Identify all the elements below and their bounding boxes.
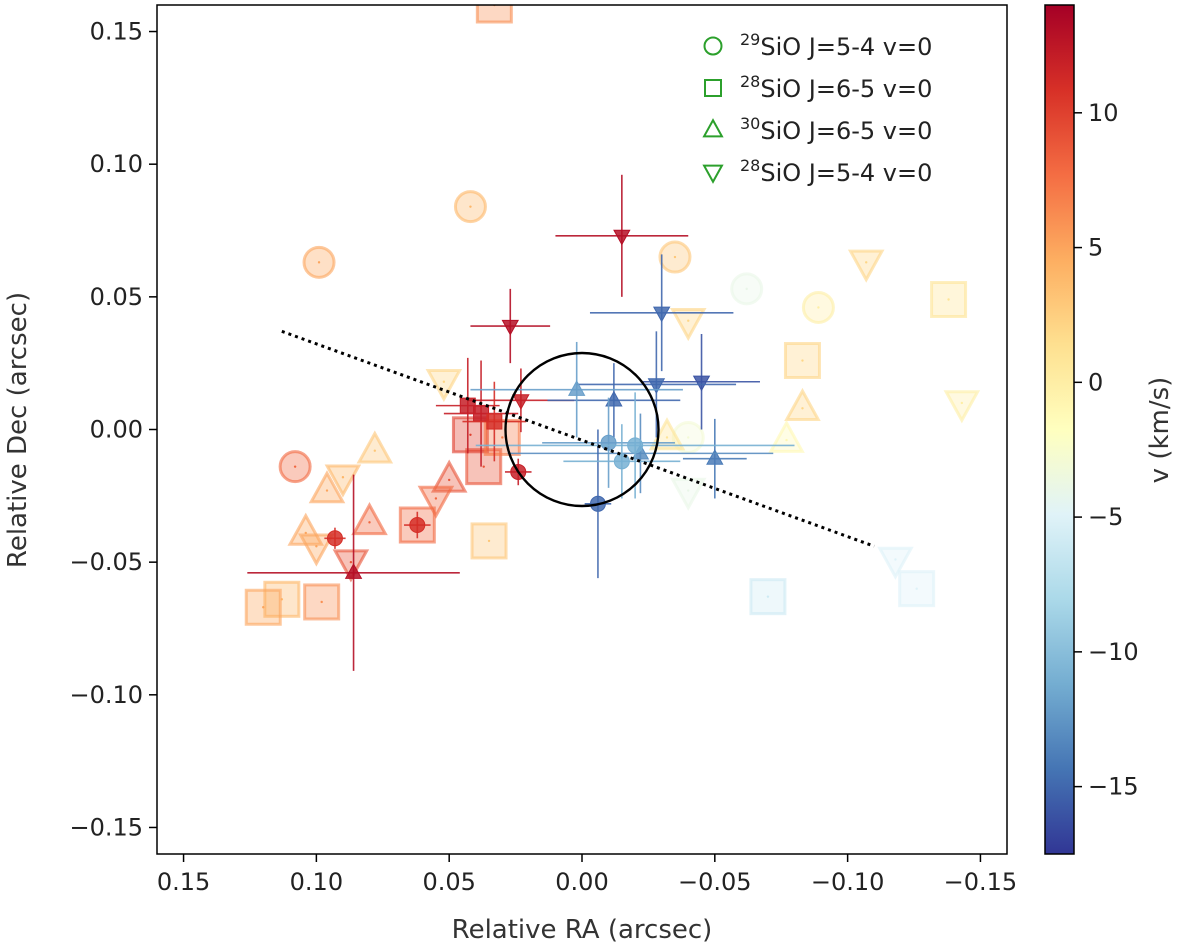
data-point-circle [801, 290, 835, 324]
x-tick-label: 0.05 [422, 868, 475, 896]
x-tick-label: 0.15 [157, 868, 210, 896]
error-bar-point-square [462, 381, 527, 462]
data-point-square [451, 416, 489, 454]
colorbar-tick-label: −15 [1088, 773, 1139, 801]
legend-label: 30SiO J=6-5 v=0 [740, 114, 932, 145]
y-axis-label: Relative Dec (arcsec) [3, 292, 33, 568]
center-circle [504, 351, 660, 508]
y-tick-label: −0.15 [69, 813, 143, 841]
y-tick-label: 0.05 [90, 283, 143, 311]
x-tick-label: 0.10 [290, 868, 343, 896]
y-tick-label: −0.05 [69, 548, 143, 576]
error-bar-point-circle [542, 397, 675, 488]
colorbar [1044, 4, 1075, 855]
error-bar-point-triangle-up [547, 363, 681, 438]
data-point-circle [658, 240, 692, 274]
x-tick-label: −0.10 [811, 868, 885, 896]
data-point-square [783, 342, 821, 380]
legend: 29SiO J=5-4 v=0 28SiO J=6-5 v=0 30SiO J=6-… [702, 30, 932, 187]
error-bar-point-triangle-down [576, 331, 737, 438]
data-point-triangle-down [425, 368, 463, 403]
legend-label: 28SiO J=5-4 v=0 [740, 156, 932, 187]
legend-entry: 30SiO J=6-5 v=0 [702, 114, 932, 145]
error-bar-point-triangle-up [247, 474, 460, 671]
data-point-square [244, 588, 282, 626]
y-axis: 0.15 0.10 0.05 0.00 −0.05 −0.10 −0.15 [69, 18, 157, 841]
x-tick-label: −0.15 [944, 868, 1018, 896]
colorbar-label: v (km/s) [1145, 377, 1175, 484]
data-point-square [303, 583, 341, 621]
error-bar-point-triangle-up [682, 418, 747, 499]
data-point-square [749, 578, 787, 616]
x-tick-label: 0.00 [555, 868, 608, 896]
plot-background [157, 5, 1007, 854]
legend-entry: 28SiO J=5-4 v=0 [702, 156, 932, 187]
data-point-circle [302, 245, 336, 279]
overlay-layer [281, 329, 875, 548]
legend-entry: 29SiO J=5-4 v=0 [703, 30, 932, 61]
y-tick-label: 0.00 [90, 416, 143, 444]
x-axis: 0.15 0.10 0.05 0.00 −0.05 −0.10 −0.15 [157, 854, 1017, 896]
data-point-triangle-up [768, 419, 805, 453]
error-bar-point-circle [404, 511, 431, 539]
data-point-triangle-down [324, 464, 362, 498]
error-bar-point-triangle-down [555, 174, 689, 297]
colorbar-ticks: 10 5 0 −5 −10 −15 [1074, 99, 1139, 801]
legend-label: 29SiO J=5-4 v=0 [740, 30, 932, 61]
error-bar-point-circle [475, 392, 795, 499]
data-point-square [898, 570, 936, 608]
data-point-triangle-up [351, 502, 388, 536]
data-point-square [930, 280, 968, 318]
x-axis-label: Relative RA (arcsec) [452, 915, 713, 945]
error-bar-point-triangle-down [470, 288, 551, 364]
data-point-square [263, 580, 301, 618]
data-point-triangle-up [784, 387, 821, 422]
data-point-triangle-up [356, 430, 394, 464]
data-point-triangle-down [943, 390, 981, 424]
data-point-circle [453, 190, 487, 224]
data-point-triangle-down [669, 477, 707, 511]
data-point-triangle-down [417, 485, 455, 519]
legend-label: 28SiO J=6-5 v=0 [740, 72, 932, 103]
y-tick-label: −0.10 [69, 681, 143, 709]
error-bar-point-triangle-down [589, 254, 734, 372]
legend-entry: 28SiO J=6-5 v=0 [704, 72, 932, 103]
colorbar-tick-label: 0 [1088, 368, 1103, 396]
x-tick-label: −0.05 [678, 868, 752, 896]
y-tick-label: 0.15 [90, 18, 143, 46]
y-tick-label: 0.10 [90, 150, 143, 178]
data-point-triangle-down [877, 546, 914, 580]
data-point-triangle-down [298, 533, 335, 567]
error-bar-point-circle [324, 527, 346, 549]
colorbar-tick-label: −5 [1088, 503, 1123, 531]
colorbar-tick-label: 10 [1088, 99, 1119, 127]
data-point-triangle-down [332, 549, 370, 583]
data-point-circle [278, 450, 312, 484]
colorbar-tick-label: 5 [1088, 234, 1103, 262]
data-point-triangle-down [847, 249, 885, 283]
data-point-triangle-down [669, 307, 707, 342]
data-point-triangle-up [308, 470, 346, 504]
data-point-square [475, 5, 513, 24]
colorbar-tick-label: −10 [1088, 638, 1139, 666]
data-point-square [470, 522, 508, 560]
dotted-fit-line [281, 329, 875, 548]
data-point-circle [730, 272, 764, 306]
